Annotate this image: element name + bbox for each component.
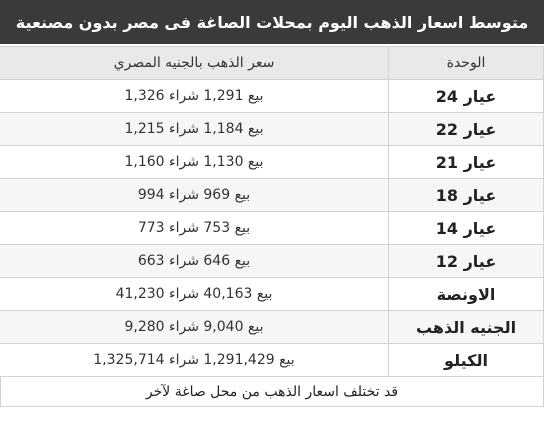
table-row: عيار 22 بيع 1,184 شراء 1,215 <box>0 112 544 146</box>
row-price: بيع 1,130 شراء 1,160 <box>0 145 389 179</box>
row-price: بيع 1,184 شراء 1,215 <box>0 112 389 146</box>
row-unit: عيار 14 <box>388 211 544 245</box>
row-price: بيع 646 شراء 663 <box>0 244 389 278</box>
row-unit: الجنيه الذهب <box>388 310 544 344</box>
table-row: الكيلو بيع 1,291,429 شراء 1,325,714 <box>0 343 544 377</box>
header-unit: الوحدة <box>388 46 544 80</box>
header-row: الوحدة سعر الذهب بالجنيه المصري <box>0 46 544 80</box>
row-unit: عيار 12 <box>388 244 544 278</box>
price-disclaimer-note: قد تختلف اسعار الذهب من محل صاغة لآخر <box>0 377 544 407</box>
table-row: عيار 24 بيع 1,291 شراء 1,326 <box>0 79 544 113</box>
row-unit: عيار 22 <box>388 112 544 146</box>
table-row: عيار 12 بيع 646 شراء 663 <box>0 244 544 278</box>
row-price: بيع 1,291 شراء 1,326 <box>0 79 389 113</box>
table-row: الاونصة بيع 40,163 شراء 41,230 <box>0 277 544 311</box>
gold-price-table: الوحدة سعر الذهب بالجنيه المصري عيار 24 … <box>0 46 544 377</box>
table-title: متوسط اسعار الذهب اليوم بمحلات الصاغة فى… <box>0 0 544 46</box>
row-price: بيع 1,291,429 شراء 1,325,714 <box>0 343 389 377</box>
row-unit: الاونصة <box>388 277 544 311</box>
row-price: بيع 969 شراء 994 <box>0 178 389 212</box>
row-price: بيع 753 شراء 773 <box>0 211 389 245</box>
table-row: عيار 21 بيع 1,130 شراء 1,160 <box>0 145 544 179</box>
row-unit: الكيلو <box>388 343 544 377</box>
table-row: عيار 18 بيع 969 شراء 994 <box>0 178 544 212</box>
row-price: بيع 40,163 شراء 41,230 <box>0 277 389 311</box>
row-price: بيع 9,040 شراء 9,280 <box>0 310 389 344</box>
header-price: سعر الذهب بالجنيه المصري <box>0 46 389 80</box>
table-row: الجنيه الذهب بيع 9,040 شراء 9,280 <box>0 310 544 344</box>
row-unit: عيار 24 <box>388 79 544 113</box>
row-unit: عيار 21 <box>388 145 544 179</box>
table-row: عيار 14 بيع 753 شراء 773 <box>0 211 544 245</box>
row-unit: عيار 18 <box>388 178 544 212</box>
